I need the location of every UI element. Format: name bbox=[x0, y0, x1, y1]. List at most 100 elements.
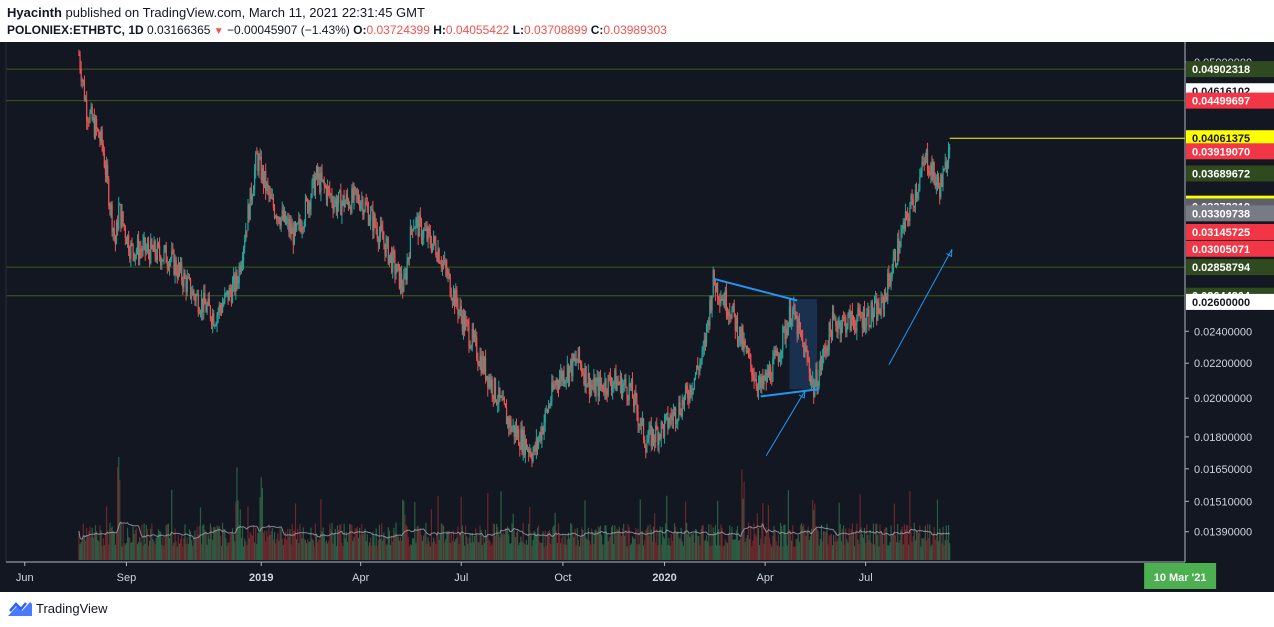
volume-bar bbox=[704, 539, 707, 560]
volume-bar bbox=[650, 529, 652, 560]
price-tick-label: 0.01390000 bbox=[1194, 527, 1252, 539]
volume-bar bbox=[275, 543, 277, 560]
volume-bar bbox=[722, 546, 724, 560]
candle-body bbox=[762, 375, 764, 385]
candle-body bbox=[269, 193, 271, 195]
time-tick-label: Oct bbox=[554, 572, 571, 584]
volume-bar bbox=[441, 524, 444, 560]
volume-bar bbox=[845, 528, 847, 560]
volume-bar bbox=[266, 530, 268, 560]
volume-bar bbox=[616, 528, 618, 560]
time-axis[interactable]: Jun Sep 2019 Apr Jul Oct 2020 Apr Jul 10 Mar '21 bbox=[16, 562, 1217, 589]
candle-body bbox=[919, 176, 921, 189]
volume-bar bbox=[301, 538, 303, 560]
candle-body bbox=[209, 306, 212, 319]
candle-body bbox=[319, 173, 321, 193]
candle-body bbox=[686, 385, 688, 390]
candle-body bbox=[558, 378, 561, 389]
candle-body bbox=[842, 317, 845, 319]
candle-body bbox=[418, 215, 420, 237]
volume-bar bbox=[259, 497, 261, 560]
price-tag-bg bbox=[1186, 143, 1274, 160]
volume-bar bbox=[937, 541, 940, 560]
candle-body bbox=[810, 380, 813, 384]
volume-bar bbox=[928, 537, 930, 560]
volume-bar bbox=[355, 528, 357, 560]
candle-body bbox=[357, 194, 360, 203]
candle-body bbox=[739, 326, 741, 340]
tradingview-logo[interactable]: TradingView bbox=[8, 600, 108, 616]
volume-bar bbox=[683, 530, 686, 560]
candle-body bbox=[796, 315, 798, 337]
volume-bar bbox=[438, 539, 440, 560]
volume-bar bbox=[697, 535, 699, 560]
volume-bar bbox=[156, 536, 158, 560]
volume-bar bbox=[493, 524, 495, 560]
candle-body bbox=[376, 228, 378, 239]
volume-bar bbox=[750, 526, 752, 560]
candle-body bbox=[920, 171, 922, 177]
candle-body bbox=[779, 357, 782, 359]
candle-body bbox=[543, 422, 545, 434]
candle-body bbox=[461, 316, 463, 332]
candle-body bbox=[744, 340, 746, 346]
volume-bar bbox=[763, 543, 765, 560]
candle-body bbox=[86, 99, 88, 121]
candle-body bbox=[420, 219, 423, 240]
volume-bar bbox=[877, 534, 879, 560]
candle-body bbox=[490, 379, 492, 387]
candle-body bbox=[770, 366, 772, 381]
candle-body bbox=[441, 261, 444, 268]
candle-body bbox=[388, 254, 391, 264]
volume-bar bbox=[248, 538, 250, 560]
candle-body bbox=[863, 309, 866, 330]
candle-body bbox=[476, 337, 478, 359]
volume-bar bbox=[556, 542, 558, 560]
candle-body bbox=[677, 418, 679, 423]
volume-bar bbox=[900, 529, 902, 560]
volume-bar bbox=[368, 542, 371, 560]
volume-bar bbox=[896, 542, 898, 560]
high-label: H: bbox=[433, 23, 446, 37]
candle-body bbox=[651, 429, 654, 447]
candle-body bbox=[809, 372, 812, 384]
candle-body bbox=[518, 429, 520, 446]
volume-bar bbox=[325, 540, 328, 560]
volume-bar bbox=[508, 534, 510, 560]
candle-body bbox=[701, 349, 703, 360]
volume-bar bbox=[596, 531, 598, 560]
candle-body bbox=[553, 385, 555, 390]
price-chart[interactable]: 0.050000000.024000000.022000000.02000000… bbox=[0, 42, 1274, 592]
volume-bar bbox=[292, 530, 294, 560]
volume-bar bbox=[784, 524, 786, 560]
candle-body bbox=[343, 195, 345, 208]
volume-bar bbox=[278, 540, 280, 560]
candle-body bbox=[737, 339, 740, 342]
candle-body bbox=[608, 375, 610, 377]
candle-body bbox=[345, 194, 347, 202]
candle-body bbox=[850, 311, 852, 331]
volume-bar bbox=[581, 527, 583, 560]
trendlines[interactable] bbox=[712, 249, 953, 456]
volume-bar bbox=[701, 525, 703, 560]
volume-bar bbox=[450, 533, 452, 560]
candle-body bbox=[901, 228, 903, 234]
candle-body bbox=[412, 229, 414, 231]
candle-body bbox=[520, 429, 522, 450]
volume-bar bbox=[848, 528, 850, 560]
candle-body bbox=[610, 383, 613, 391]
candle-body bbox=[245, 230, 247, 242]
volume-bar bbox=[152, 539, 154, 560]
volume-bar bbox=[742, 498, 744, 560]
candle-body bbox=[277, 216, 279, 220]
candle-body bbox=[625, 379, 627, 388]
candle-body bbox=[921, 162, 923, 172]
volume-bar bbox=[220, 545, 223, 560]
candle-body bbox=[469, 346, 471, 349]
author-name[interactable]: Hyacinth bbox=[7, 5, 62, 20]
volume-bar bbox=[884, 527, 887, 560]
volume-bar bbox=[620, 535, 623, 560]
candle-body bbox=[341, 203, 343, 216]
symbol-label[interactable]: POLONIEX:ETHBTC, 1D bbox=[7, 23, 144, 37]
volume-bar bbox=[681, 541, 683, 560]
